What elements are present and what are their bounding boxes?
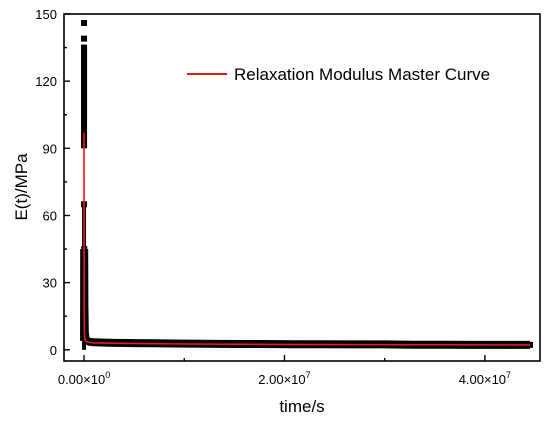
x-tick-label: 2.00×107 <box>258 370 310 387</box>
y-tick-label: 0 <box>50 343 57 358</box>
scatter-point <box>81 111 88 118</box>
y-axis-ticks: 0 30 60 90 120 150 <box>35 7 70 358</box>
scatter-point <box>81 102 88 109</box>
x-axis-ticks: 0.00×100 2.00×107 4.00×107 <box>58 355 511 387</box>
scatter-point <box>81 116 88 123</box>
scatter-point <box>81 80 88 87</box>
scatter-point <box>81 35 88 42</box>
scatter-point <box>81 71 88 78</box>
x-axis-title: time/s <box>279 397 324 416</box>
y-tick-label: 120 <box>35 74 57 89</box>
scatter-point <box>81 107 88 114</box>
legend-label: Relaxation Modulus Master Curve <box>234 65 490 84</box>
y-tick-label: 150 <box>35 7 57 22</box>
scatter-point <box>81 53 88 60</box>
line-series <box>83 132 531 346</box>
scatter-point <box>81 98 88 105</box>
scatter-point <box>81 89 88 96</box>
scatter-dense-band <box>80 249 530 349</box>
scatter-point <box>81 19 88 26</box>
scatter-point <box>81 58 88 65</box>
x-tick-label: 0.00×100 <box>58 370 110 387</box>
scatter-point <box>81 84 88 91</box>
y-axis-title: E(t)/MPa <box>12 153 31 221</box>
y-tick-label: 90 <box>43 141 57 156</box>
master-curve-line <box>83 132 531 346</box>
scatter-point <box>81 93 88 100</box>
scatter-point <box>81 66 88 73</box>
scatter-point <box>81 44 88 51</box>
y-tick-label: 30 <box>43 276 57 291</box>
scatter-point <box>81 75 88 82</box>
plot-frame <box>63 13 541 362</box>
scatter-point <box>81 62 88 69</box>
y-tick-label: 60 <box>43 208 57 223</box>
scatter-point <box>81 49 88 56</box>
x-tick-label: 4.00×107 <box>459 370 511 387</box>
scatter-point <box>81 122 88 129</box>
legend: Relaxation Modulus Master Curve <box>187 65 490 84</box>
